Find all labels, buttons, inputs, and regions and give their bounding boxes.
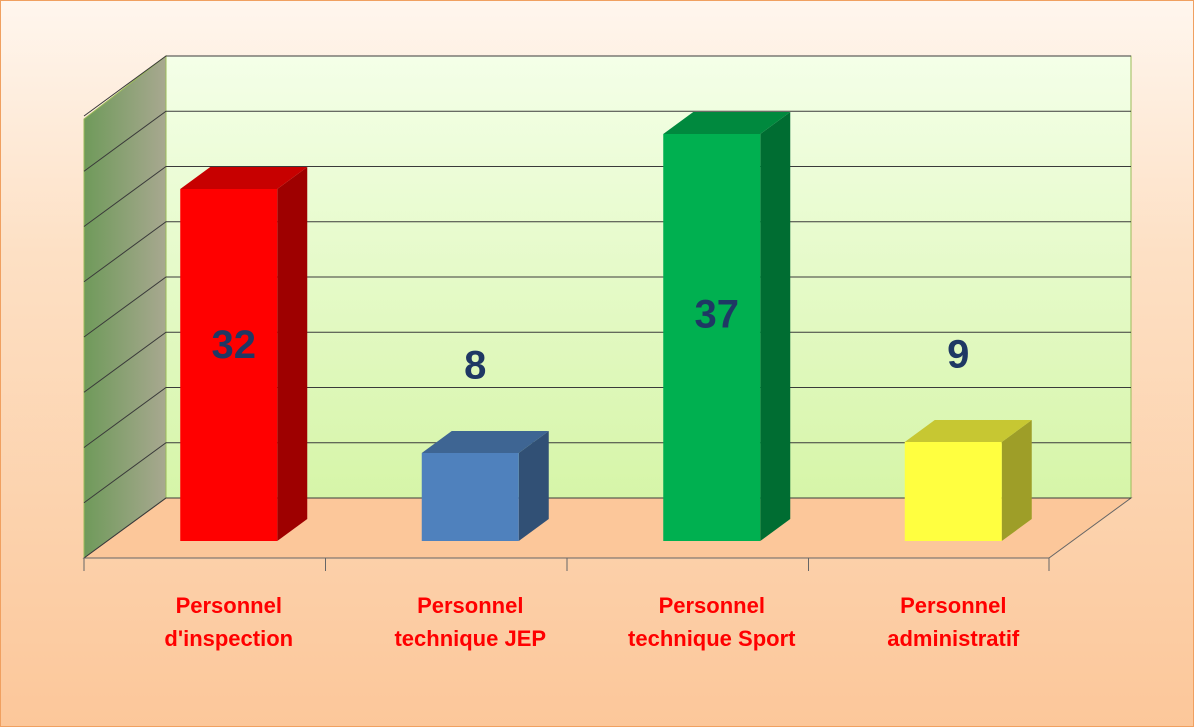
- grid-line: [83, 166, 1131, 227]
- bar-side: [1001, 420, 1032, 541]
- grid-line: [83, 331, 1131, 393]
- x-tick-label: Personnel d'inspection: [164, 593, 294, 651]
- bar-front: [180, 189, 278, 541]
- grid-line: [83, 442, 1131, 504]
- grid-line: [83, 276, 1131, 338]
- bar-top: [180, 167, 308, 189]
- x-tick-label: Personnel administratif: [887, 593, 1020, 651]
- bar: [421, 431, 549, 541]
- bar: [904, 420, 1032, 541]
- bar: [180, 167, 308, 541]
- value-label: 8: [464, 344, 486, 388]
- bar-top: [663, 112, 791, 134]
- value-label: 37: [695, 293, 740, 337]
- bar-front: [663, 134, 761, 541]
- bar-top: [421, 431, 549, 453]
- x-tick-label: Personnel technique Sport: [628, 593, 796, 651]
- bar: [663, 112, 791, 541]
- x-tick-label: Personnel technique JEP: [394, 593, 547, 651]
- grid-line: [83, 387, 1131, 448]
- value-label: 9: [947, 333, 969, 377]
- grid-line: [83, 110, 1131, 172]
- grid-line: [83, 497, 1131, 559]
- bar-side: [277, 167, 308, 541]
- bar-front: [421, 453, 519, 541]
- bar-front: [904, 442, 1002, 541]
- grid-line: [83, 55, 1131, 117]
- bar-side: [760, 112, 791, 541]
- bar-top: [904, 420, 1032, 442]
- value-label: 32: [212, 323, 257, 367]
- grid-line: [83, 221, 1131, 283]
- bar-side: [518, 431, 549, 541]
